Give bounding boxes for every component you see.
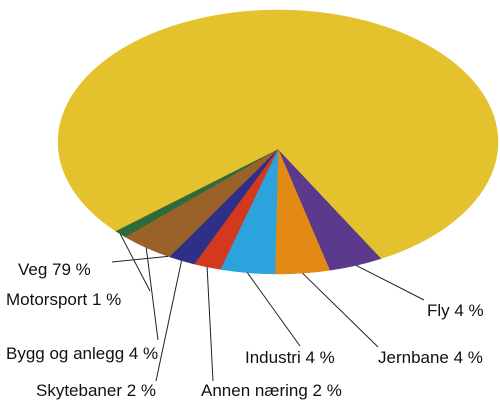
label-annen-naering: Annen næring 2 % <box>201 381 342 400</box>
leader-line-fly <box>355 264 425 301</box>
label-veg: Veg 79 % <box>18 260 91 279</box>
label-bygg-og-anlegg: Bygg og anlegg 4 % <box>6 344 158 363</box>
label-motorsport: Motorsport 1 % <box>6 290 121 309</box>
leader-line-bygg-og-anlegg <box>145 247 159 341</box>
label-fly: Fly 4 % <box>427 301 484 320</box>
label-skytebaner: Skytebaner 2 % <box>36 381 156 400</box>
leader-line-skytebaner <box>155 260 183 382</box>
label-industri: Industri 4 % <box>245 348 335 367</box>
leader-line-industri <box>246 272 301 347</box>
leader-line-annen-n-ring <box>206 266 214 382</box>
pie-slices <box>57 9 499 275</box>
leader-line-jernbane <box>302 272 379 348</box>
leader-line-motorsport <box>119 233 151 292</box>
label-jernbane: Jernbane 4 % <box>378 348 483 367</box>
leader-lines <box>111 233 425 382</box>
leader-line-veg <box>111 255 169 263</box>
slice-veg <box>57 9 499 259</box>
